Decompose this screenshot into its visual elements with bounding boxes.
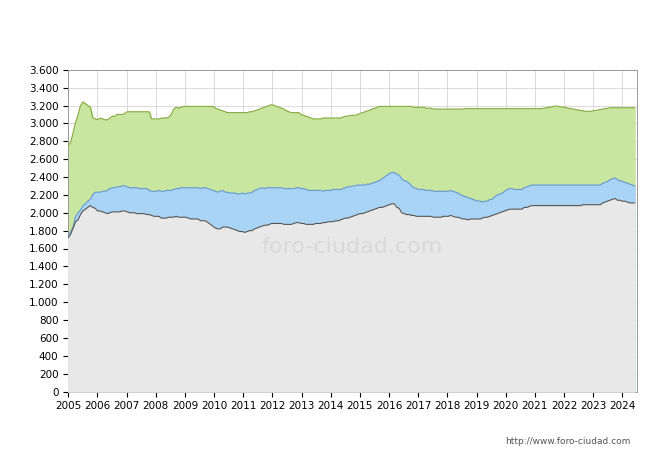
Text: Borja  -  Evolucion de la poblacion en edad de Trabajar Mayo de 2024: Borja - Evolucion de la poblacion en eda… [94,15,556,28]
Text: http://www.foro-ciudad.com: http://www.foro-ciudad.com [505,436,630,446]
Text: foro-ciudad.com: foro-ciudad.com [262,237,443,256]
